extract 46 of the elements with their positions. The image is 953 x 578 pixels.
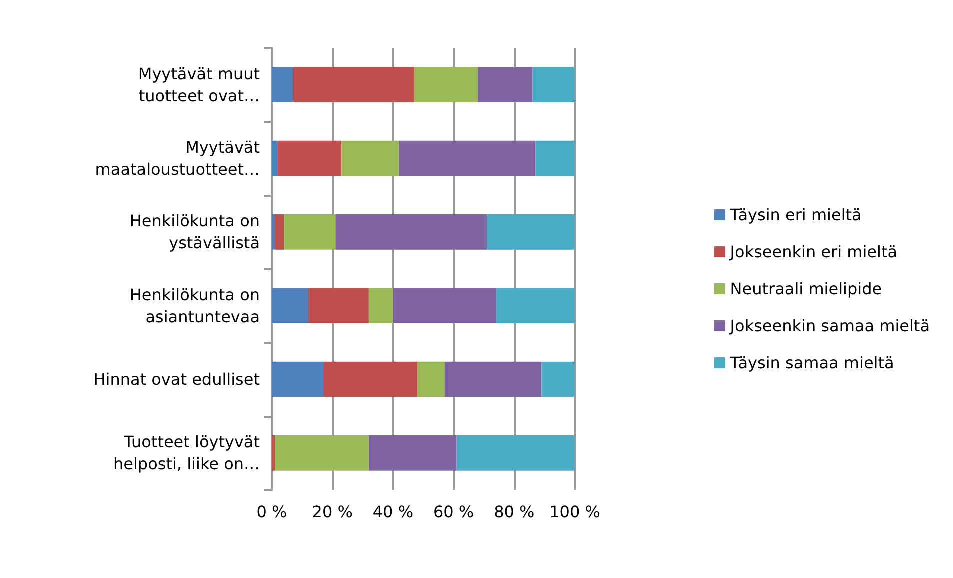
bar (275, 214, 284, 250)
bar (272, 67, 294, 103)
bar (536, 140, 575, 176)
x-tick-label: 100 % (550, 502, 600, 522)
legend-label: Täysin eri mieltä (729, 206, 862, 224)
bar (272, 214, 276, 250)
legend-label: Jokseenkin eri mieltä (729, 242, 898, 262)
y-tick-label: Myytävät muut tuotteet ovat… (138, 64, 260, 106)
bar (532, 67, 575, 103)
y-tick-label: Hinnat ovat edulliset (94, 370, 260, 389)
y-tick-label: Myytävät maataloustuotteet… (95, 138, 260, 179)
bar (368, 288, 394, 324)
bar (272, 288, 308, 324)
y-tick-label: Henkilökunta on ystävällistä (130, 212, 260, 253)
bar (487, 214, 575, 250)
x-tick-label: 80 % (494, 502, 535, 522)
bar (496, 288, 575, 324)
bar (342, 140, 400, 176)
bar (393, 288, 496, 324)
bar (272, 140, 278, 176)
x-tick-label: 60 % (433, 502, 474, 522)
bar (293, 67, 414, 103)
x-tick-label: 40 % (372, 502, 414, 522)
bar (417, 362, 445, 398)
legend-label: Neutraali mielipide (730, 280, 882, 298)
legend-label: Jokseenkin samaa mieltä (729, 316, 930, 336)
bar (399, 140, 536, 176)
bar (542, 362, 575, 398)
bar (324, 362, 418, 398)
x-tick-label: 20 % (312, 502, 353, 522)
y-tick-label: Tuotteet löytyvät helposti, liike on… (114, 432, 260, 474)
bar (272, 362, 324, 398)
bar (414, 67, 478, 103)
bar (308, 288, 369, 324)
bar (456, 435, 575, 471)
bar (478, 67, 533, 103)
legend-label: Täysin samaa mieltä (729, 354, 894, 372)
y-tick-label: Henkilökunta on asiantuntevaa (130, 285, 260, 326)
bar (284, 214, 336, 250)
x-tick-label: 0 % (256, 502, 288, 522)
bar (275, 435, 369, 471)
bar (368, 435, 457, 471)
bar (278, 140, 342, 176)
bar (336, 214, 488, 250)
bar (444, 362, 542, 398)
bar (272, 435, 276, 471)
